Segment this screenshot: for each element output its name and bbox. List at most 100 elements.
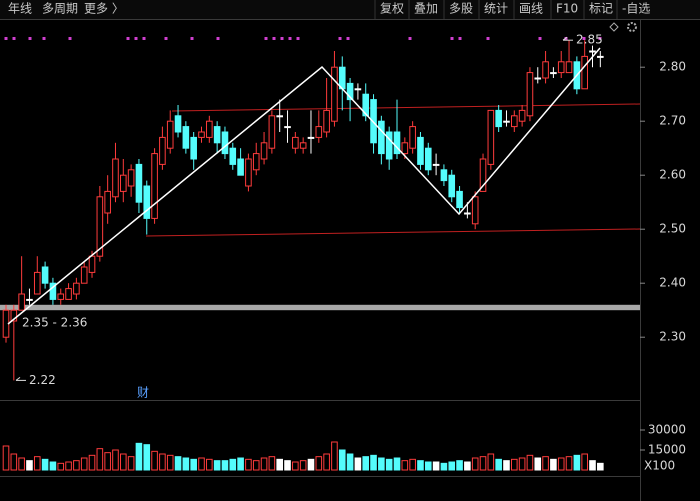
volume-bar [57,462,65,471]
volume-bar [260,457,268,471]
signal-dot [280,37,284,40]
candle-body [440,169,448,182]
signal-dot [538,37,542,40]
candle-body [26,298,33,301]
volume-bar [104,452,111,471]
toolbar-button[interactable]: 年线 [8,2,32,16]
signal-dot [598,37,602,40]
y-tick-label: 2.50 [659,222,686,236]
annotation-arrowhead [15,376,21,381]
toolbar-button[interactable]: -自选 [622,2,650,16]
signal-dot [68,37,72,40]
volume-bar [49,461,57,471]
candle-body [385,131,393,160]
volume-bar [511,458,518,471]
candle-body [120,174,127,192]
annotation-label: 2.22 [29,373,56,387]
candle-body [33,271,41,295]
toolbar-button[interactable]: 标记 [589,2,613,16]
candle-body [487,109,495,165]
candle-body [65,288,72,300]
toolbar [0,0,700,19]
volume-bar [245,458,252,471]
toolbar-button[interactable]: 画线 [519,2,543,16]
volume-bar [143,444,151,471]
candle-body [49,282,57,300]
candle-body [221,131,229,155]
volume-bar [409,458,416,471]
candle-body [159,136,166,165]
volume-bar [276,458,283,471]
candle-body [378,120,385,155]
candle-body [252,153,260,171]
volume-bar [2,445,10,471]
volume-bar [424,461,432,471]
candle-body [127,169,135,187]
volume-bar [292,461,299,471]
price-band [0,304,640,311]
volume-bar [448,461,456,471]
toolbar-button[interactable]: 叠加 [414,2,438,16]
volume-bar [518,457,526,471]
signal-dot [134,37,138,40]
candle-body [182,126,190,149]
candle-body [166,120,174,149]
volume-bar [362,456,370,471]
toolbar-button[interactable]: 更多 〉 [84,2,124,16]
volume-bar [96,448,104,471]
volume-bar [88,454,96,471]
y-tick-label: 15000 [648,443,686,457]
toolbar-items: 年线 多周期 更多 〉 复权 叠加 多股 统计 画线 F10 标记 -自选 [8,0,650,19]
volume-bar [385,458,393,471]
candles [2,40,604,381]
volume-bar [471,457,479,471]
candle-body [401,142,409,155]
toolbar-button[interactable]: 多股 [449,2,473,16]
volume-bar [151,450,158,471]
volume-bar [33,456,41,471]
candle-body [534,77,542,80]
candle-body [104,190,111,214]
volume-bar [495,458,502,471]
candle-body [96,196,104,257]
candle-body [198,131,205,138]
candle-body [557,61,565,74]
toolbar-button[interactable]: 复权 [380,2,404,16]
y-tick-label: 30000 [648,423,686,437]
volume-bar [526,454,534,471]
volume-bar [213,460,221,471]
volume-bar [542,456,549,471]
candle-body [174,115,182,133]
toolbar-button[interactable]: F10 [556,2,578,16]
volume-bar [597,462,604,471]
volume-bar [557,457,565,471]
y-tick-label: 2.30 [659,330,686,344]
candle-body [597,55,604,58]
candle-body [268,115,276,149]
band: 2.35 - 2.36 [0,304,640,330]
signal-dot [486,37,490,40]
candle-body [315,126,323,138]
candle-body [292,136,299,149]
candle-body [456,190,463,209]
volume-bar [440,462,448,471]
candle-body [151,153,158,219]
candle-body [417,136,424,165]
toolbar-button[interactable]: 多周期 [42,2,78,16]
candle-body [206,120,213,138]
volume-bar [393,457,401,471]
candle-body [542,61,549,79]
toolbar-button[interactable]: 统计 [484,2,508,16]
volume-bar [299,460,307,471]
signal-dot [12,37,16,40]
signal-dot [126,37,130,40]
icon-settings[interactable] [627,22,637,32]
volume-bar [127,456,135,471]
volume-bar [323,453,330,471]
candle-body [471,196,479,225]
signal-dot [42,37,46,40]
candle-body [409,126,416,149]
volume-bar [26,460,33,471]
candle-body [432,163,440,166]
candle-body [80,266,88,284]
